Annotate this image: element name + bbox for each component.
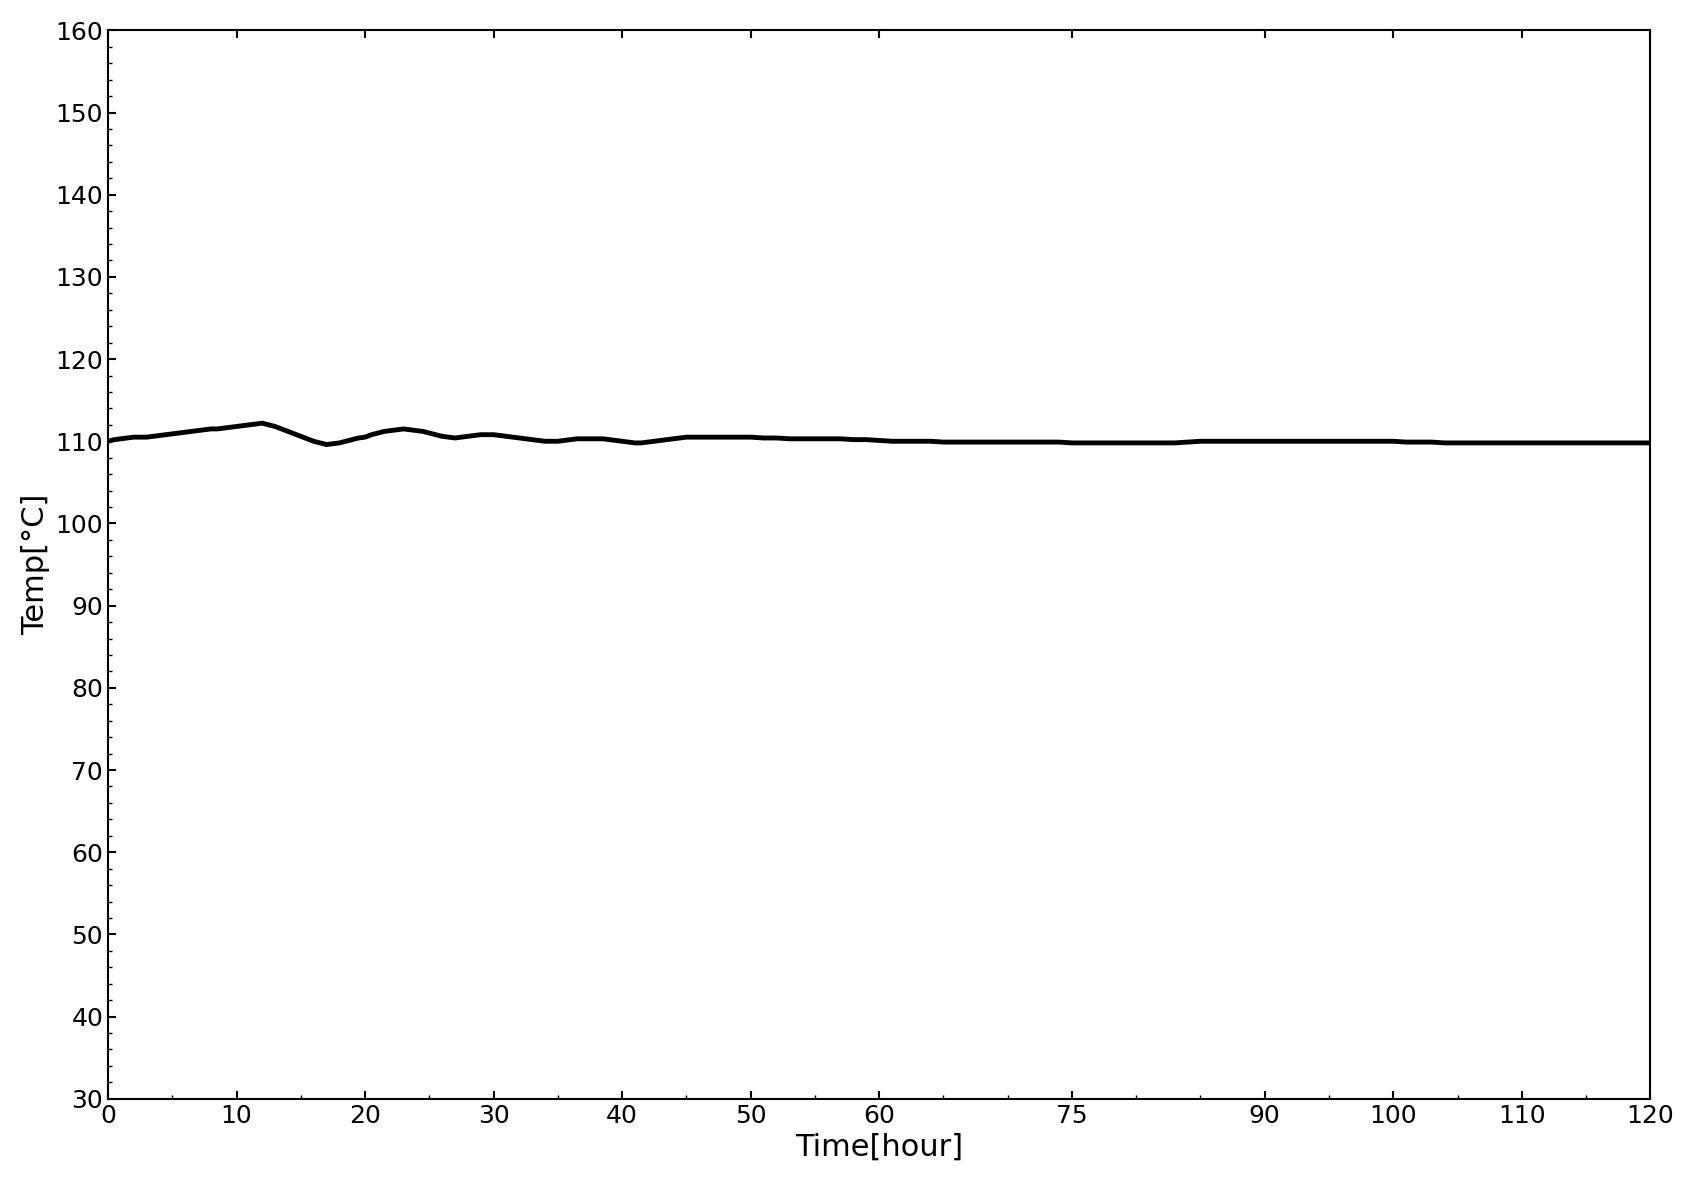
Y-axis label: Temp[°C]: Temp[°C] xyxy=(20,493,49,635)
X-axis label: Time[hour]: Time[hour] xyxy=(795,1133,963,1162)
